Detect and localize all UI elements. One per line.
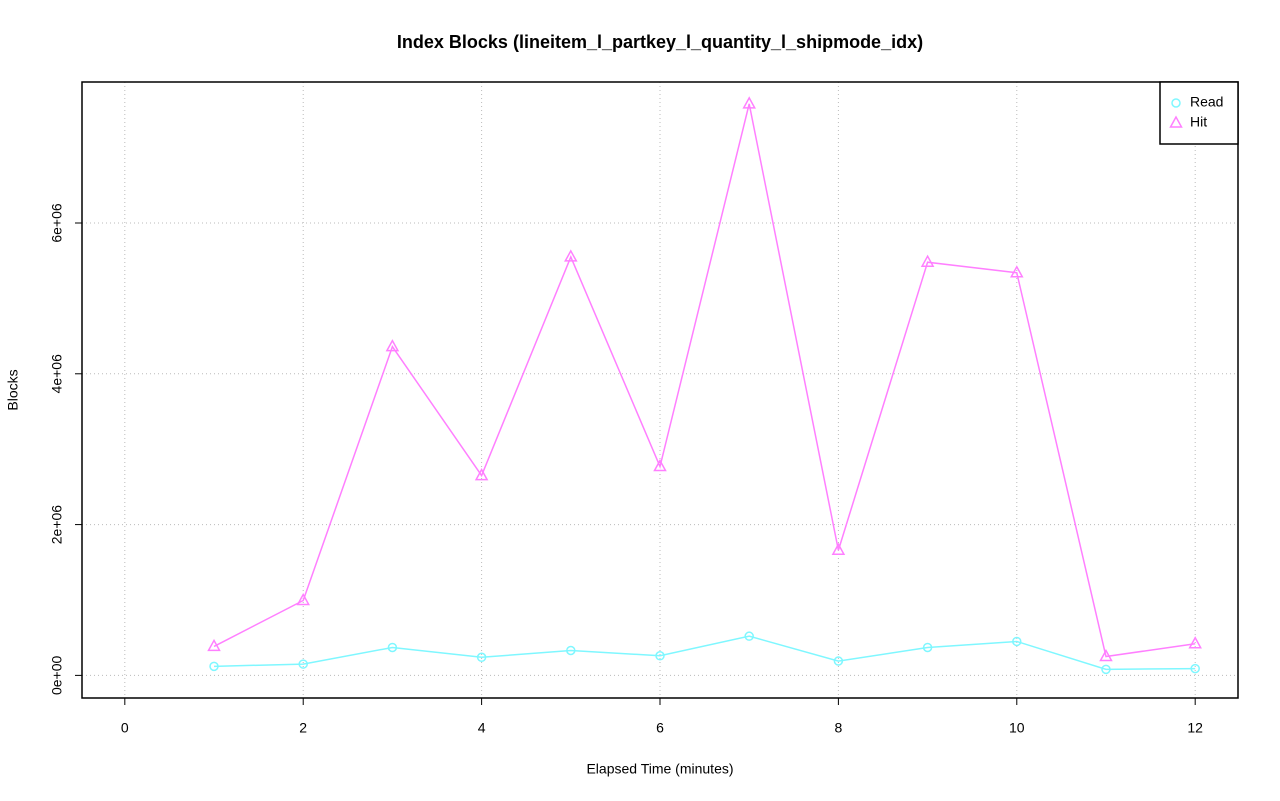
legend-marker [1169, 115, 1183, 128]
x-tick-label: 2 [299, 720, 307, 736]
marker [1188, 636, 1202, 649]
marker [1101, 664, 1111, 675]
series-line [213, 635, 1196, 671]
marker [922, 642, 933, 653]
x-tick-label: 10 [1009, 720, 1025, 736]
y-tick-label: 6e+06 [49, 203, 65, 243]
legend-box [1159, 81, 1239, 145]
x-tick-label: 6 [656, 720, 664, 736]
marker [831, 542, 846, 555]
x-axis-label: Elapsed Time (minutes) [586, 761, 733, 777]
marker [920, 254, 935, 267]
legend-label: Read [1190, 94, 1223, 110]
marker [298, 659, 308, 669]
marker [474, 468, 489, 481]
chart-title: Index Blocks (lineitem_l_partkey_l_quant… [397, 32, 923, 52]
x-tick-label: 4 [478, 720, 486, 736]
marker [476, 652, 487, 663]
marker [1010, 265, 1024, 278]
marker [207, 638, 221, 652]
legend-label: Hit [1190, 114, 1207, 130]
marker [564, 249, 578, 262]
x-tick-label: 8 [834, 720, 842, 736]
marker [744, 631, 754, 641]
marker [566, 645, 576, 656]
marker [653, 458, 667, 472]
x-tick-label: 12 [1187, 720, 1203, 736]
marker [1099, 648, 1113, 662]
y-tick-label: 0e+00 [49, 656, 65, 696]
legend-marker [1171, 98, 1181, 108]
marker [209, 661, 219, 672]
marker [1190, 663, 1200, 674]
plot-frame [81, 81, 1239, 699]
marker [385, 339, 400, 352]
y-tick-label: 2e+06 [49, 505, 65, 545]
marker [1012, 636, 1022, 647]
y-axis-label: Blocks [5, 369, 21, 410]
marker [296, 592, 310, 606]
marker [387, 642, 398, 653]
x-tick-label: 0 [121, 720, 129, 736]
marker [742, 96, 756, 109]
y-tick-label: 4e+06 [49, 354, 65, 394]
marker [655, 651, 665, 661]
series-line [213, 103, 1196, 658]
marker [833, 656, 844, 666]
